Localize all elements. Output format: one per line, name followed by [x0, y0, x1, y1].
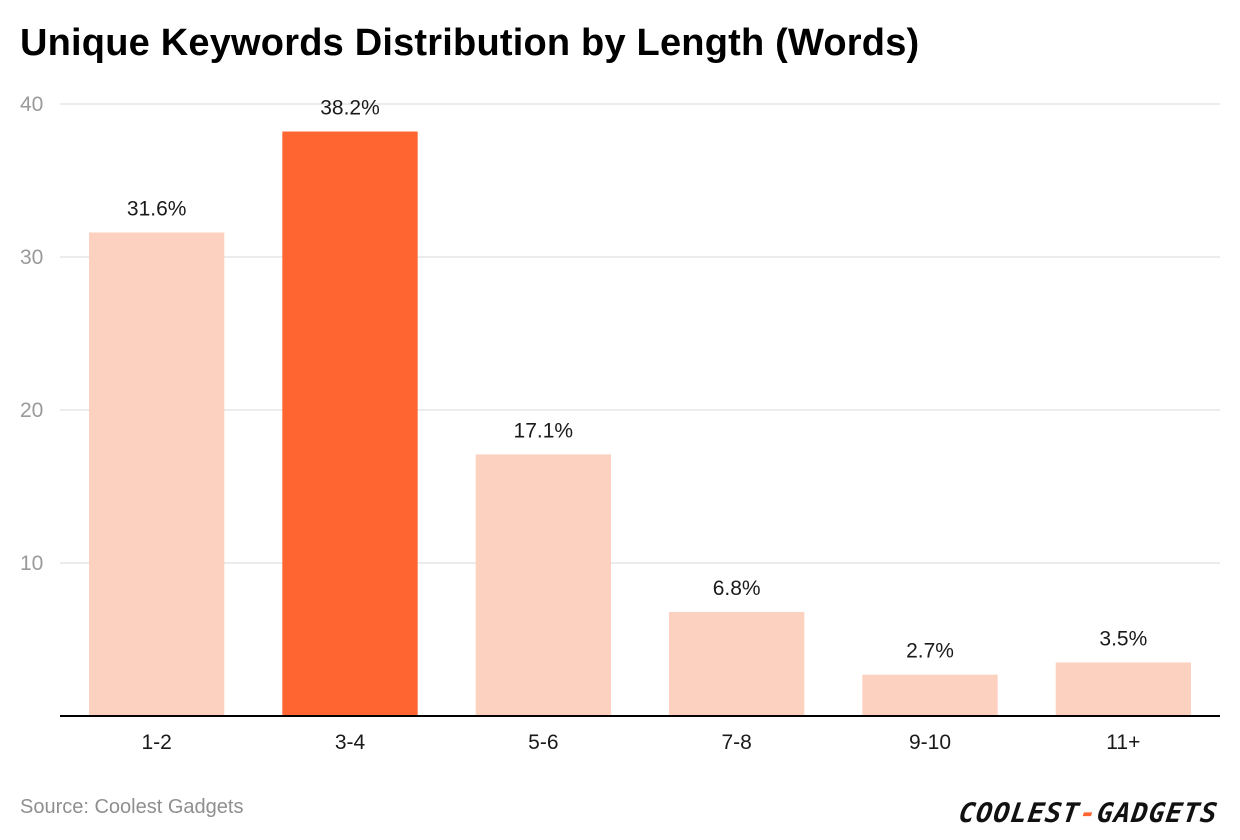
chart-title: Unique Keywords Distribution by Length (…	[20, 22, 920, 64]
data-label-7-8: 6.8%	[713, 577, 761, 600]
data-labels: 31.6% 38.2% 17.1% 6.8% 2.7% 3.5%	[127, 97, 1147, 663]
source-note: Source: Coolest Gadgets	[20, 796, 244, 818]
bar-chart: 10 20 30 40 31.6% 38.2% 17.1% 6.8% 2.7% 3.5% 1-2…	[20, 93, 1220, 754]
y-tick-label-10: 10	[20, 552, 43, 575]
brand-logo: COOLEST-GADGETS	[957, 798, 1220, 829]
x-tick-label-5-6: 5-6	[528, 731, 558, 754]
bar-9-10	[862, 674, 998, 716]
y-axis-ticks: 10 20 30 40	[20, 93, 43, 575]
y-tick-label-30: 30	[20, 246, 43, 269]
bar-7-8	[669, 611, 805, 716]
data-label-1-2: 31.6%	[127, 198, 187, 221]
bar-1-2	[89, 232, 225, 716]
x-tick-label-11+: 11+	[1106, 731, 1140, 754]
bar-5-6	[475, 454, 611, 716]
y-tick-label-20: 20	[20, 399, 43, 422]
data-label-11+: 3.5%	[1099, 627, 1147, 650]
x-tick-label-3-4: 3-4	[335, 731, 366, 754]
y-tick-label-40: 40	[20, 93, 43, 116]
bar-11+	[1055, 662, 1191, 716]
bar-3-4	[282, 131, 418, 717]
gridlines	[60, 103, 1220, 564]
x-tick-label-9-10: 9-10	[909, 731, 951, 754]
data-label-5-6: 17.1%	[514, 419, 574, 442]
logo-left: COOLEST	[956, 798, 1083, 829]
x-tick-label-1-2: 1-2	[141, 731, 171, 754]
data-label-9-10: 2.7%	[906, 640, 954, 663]
logo-right: GADGETS	[1095, 798, 1221, 829]
x-axis-ticks: 1-2 3-4 5-6 7-8 9-10 11+	[141, 731, 1140, 754]
x-tick-label-7-8: 7-8	[721, 731, 751, 754]
data-label-3-4: 38.2%	[320, 97, 380, 120]
bars	[89, 131, 1191, 717]
